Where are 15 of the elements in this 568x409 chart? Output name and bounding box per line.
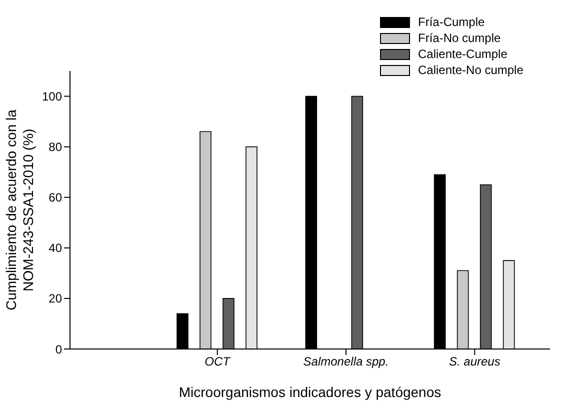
legend-label: Fría-Cumple [418, 14, 485, 30]
y-tick-label: 20 [48, 292, 62, 306]
y-tick-label: 100 [42, 90, 62, 104]
y-tick-label: 0 [55, 342, 62, 356]
y-axis-title: Cumplimiento de acuerdo con la NOM-243-SSA1-2010 (%) [3, 109, 36, 310]
legend-label: Caliente-No cumple [418, 62, 524, 78]
x-tick-label: S. aureus [448, 354, 500, 369]
x-tick-label: Salmonella spp. [303, 354, 389, 369]
y-tick-label: 80 [48, 140, 62, 154]
x-tick-label: OCT [204, 354, 232, 369]
x-axis-title: Microorganismos indicadores y patógenos [178, 384, 442, 400]
y-tick-label: 60 [48, 190, 62, 205]
y-tick-label: 40 [48, 241, 62, 256]
legend-label: Fría-No cumple [418, 30, 501, 46]
legend-label: Caliente-Cumple [418, 46, 508, 62]
